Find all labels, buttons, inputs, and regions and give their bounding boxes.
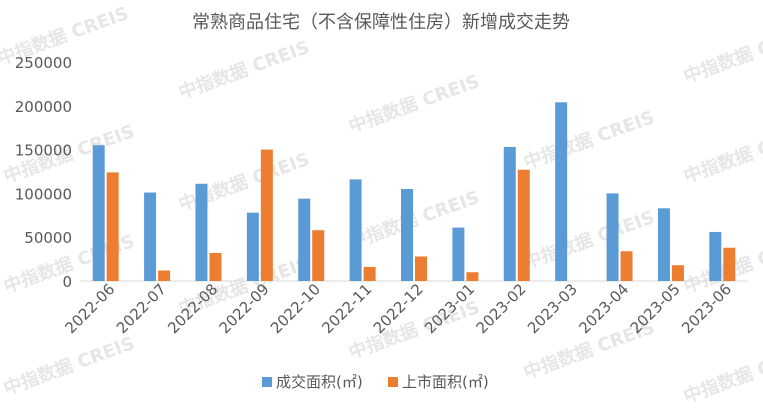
y-tick-label: 250000 xyxy=(15,54,72,72)
x-tick-label: 2022-08 xyxy=(164,280,221,337)
y-tick-label: 50000 xyxy=(24,229,72,247)
y-tick-label: 200000 xyxy=(15,98,72,116)
x-axis: 2022-062022-072022-082022-092022-102022-… xyxy=(61,280,735,337)
bar-listing xyxy=(723,247,736,281)
bar-transaction xyxy=(92,145,105,281)
bar-transaction xyxy=(195,183,208,281)
bar-transaction xyxy=(246,212,259,281)
bar-transaction xyxy=(349,179,362,281)
bar-listing xyxy=(363,266,376,281)
bar-listing xyxy=(415,256,427,281)
bar-transaction xyxy=(657,208,670,281)
x-tick-label: 2022-10 xyxy=(267,280,324,337)
bar-listing xyxy=(106,172,119,281)
legend-label-listing: 上市面积(㎡) xyxy=(402,373,489,391)
bar-transaction xyxy=(452,227,465,281)
y-tick-label: 100000 xyxy=(15,185,72,203)
legend-label-transaction: 成交面积(㎡) xyxy=(276,373,363,391)
x-tick-label: 2022-07 xyxy=(113,280,170,337)
bar-listing xyxy=(620,251,633,281)
bar-listing xyxy=(671,265,684,281)
y-axis: 0 50000 100000 150000 200000 250000 xyxy=(15,54,72,291)
bars xyxy=(92,102,736,282)
bar-transaction xyxy=(606,193,619,281)
y-tick-label: 150000 xyxy=(15,142,72,160)
bar-transaction xyxy=(503,146,516,281)
bar-listing xyxy=(517,169,530,281)
bar-transaction xyxy=(555,102,568,282)
bar-listing xyxy=(260,149,273,281)
bar-transaction xyxy=(298,198,311,281)
bar-transaction xyxy=(401,189,413,281)
legend: 成交面积(㎡) 上市面积(㎡) xyxy=(262,373,489,391)
x-tick-label: 2023-01 xyxy=(421,280,478,337)
x-tick-label: 2023-06 xyxy=(678,280,735,337)
x-tick-label: 2022-12 xyxy=(370,280,427,337)
bar-listing xyxy=(312,230,325,281)
bar-listing xyxy=(209,252,222,281)
bar-transaction xyxy=(144,192,157,281)
x-tick-label: 2022-11 xyxy=(318,280,375,337)
legend-swatch-transaction xyxy=(262,377,272,387)
x-tick-label: 2023-02 xyxy=(473,280,530,337)
bar-listing xyxy=(466,272,479,281)
x-tick-label: 2022-09 xyxy=(216,280,273,337)
x-tick-label: 2023-03 xyxy=(524,280,581,337)
x-tick-label: 2023-05 xyxy=(627,280,684,337)
x-tick-label: 2023-04 xyxy=(575,280,632,337)
legend-swatch-listing xyxy=(388,377,398,387)
y-tick-label: 0 xyxy=(62,273,72,291)
chart-title: 常熟商品住宅（不含保障性住房）新增成交走势 xyxy=(192,12,570,33)
bar-transaction xyxy=(709,231,722,281)
bar-listing xyxy=(158,270,171,281)
